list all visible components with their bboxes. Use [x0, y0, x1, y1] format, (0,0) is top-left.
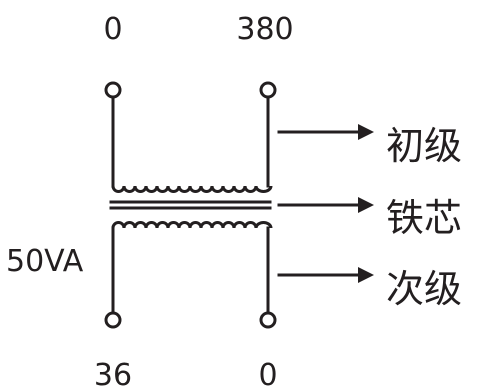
power-rating-label: 50VA — [6, 244, 84, 279]
secondary-winding — [111, 221, 273, 315]
secondary-right-terminal-label: 0 — [258, 358, 277, 391]
secondary-callout-label: 次级 — [386, 267, 462, 311]
primary-winding — [111, 95, 273, 193]
core-callout-arrow — [277, 197, 374, 213]
primary-callout-arrow — [277, 124, 374, 140]
secondary-left-terminal-label: 36 — [94, 358, 132, 391]
primary-right-terminal-label: 380 — [236, 12, 293, 47]
core-callout-label: 铁芯 — [386, 196, 462, 240]
secondary-callout-arrow — [277, 267, 374, 283]
iron-core — [109, 200, 272, 210]
secondary-right-terminal — [259, 311, 277, 329]
primary-left-terminal-label: 0 — [103, 12, 122, 47]
primary-right-terminal — [259, 81, 277, 99]
primary-left-terminal — [104, 81, 122, 99]
primary-callout-label: 初级 — [386, 124, 462, 168]
secondary-left-terminal — [104, 311, 122, 329]
